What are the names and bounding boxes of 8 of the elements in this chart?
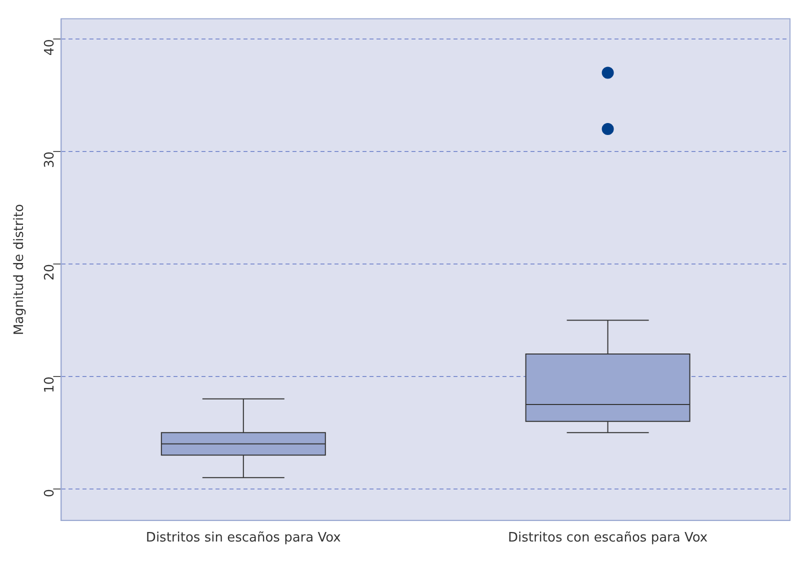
x-tick-label: Distritos sin escaños para Vox — [146, 530, 342, 546]
y-tick-label: 0 — [42, 488, 58, 498]
x-tick-label: Distritos con escaños para Vox — [508, 530, 708, 546]
y-tick-label: 40 — [42, 39, 58, 56]
y-tick-label: 10 — [42, 376, 58, 393]
y-tick-label: 20 — [42, 264, 58, 281]
y-tick-label: 30 — [42, 152, 58, 168]
y-axis-title: Magnitud de distrito — [12, 204, 28, 336]
